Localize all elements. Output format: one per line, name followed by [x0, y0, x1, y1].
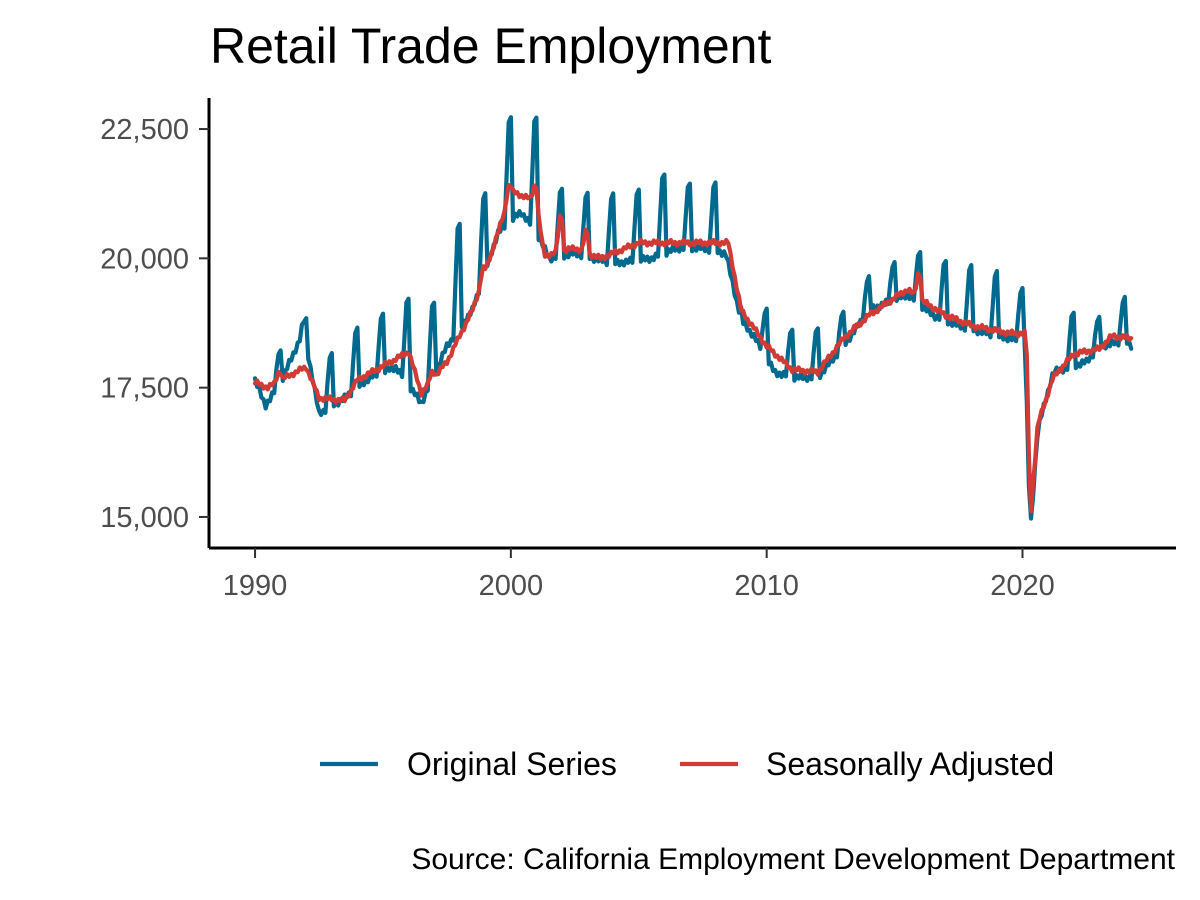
- chart-title: Retail Trade Employment: [210, 18, 771, 74]
- x-tick-label: 1990: [223, 570, 288, 602]
- chart-caption: Source: California Employment Developmen…: [411, 843, 1175, 876]
- y-tick-label: 20,000: [100, 243, 189, 275]
- original-series-line: [252, 115, 1134, 521]
- x-axis: 1990 2000 2010 2020: [223, 548, 1055, 602]
- x-tick-label: 2020: [990, 570, 1055, 602]
- x-tick-label: 2000: [479, 570, 544, 602]
- y-tick-label: 15,000: [100, 502, 189, 534]
- seasonally-adjusted-line: [252, 183, 1134, 514]
- legend-label-adjusted: Seasonally Adjusted: [766, 746, 1054, 782]
- plot-area: [252, 115, 1134, 521]
- y-axis: 15,000 17,500 20,000 22,500: [100, 114, 209, 534]
- legend: Original Series Seasonally Adjusted: [320, 746, 1054, 782]
- y-tick-label: 17,500: [100, 373, 189, 405]
- x-tick-label: 2010: [734, 570, 799, 602]
- legend-label-original: Original Series: [407, 746, 617, 782]
- y-tick-label: 22,500: [100, 114, 189, 146]
